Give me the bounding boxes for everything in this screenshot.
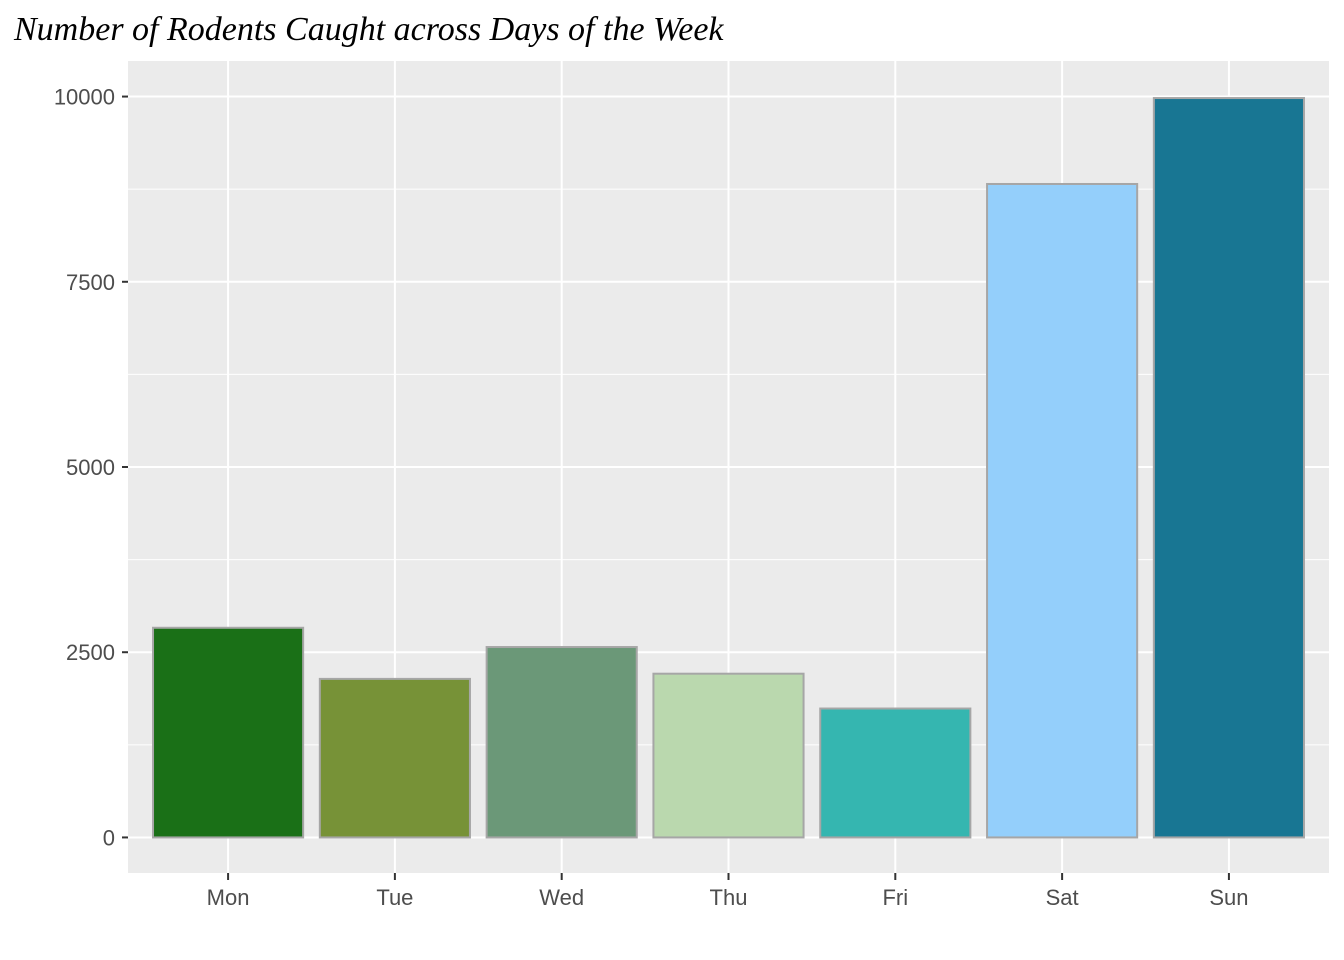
y-tick-label: 0	[103, 825, 115, 850]
x-tick-label: Sun	[1209, 885, 1248, 910]
y-tick-label: 2500	[66, 640, 115, 665]
bar-mon	[152, 626, 305, 839]
bars	[152, 97, 1305, 839]
bar-thu	[652, 672, 805, 839]
y-tick-label: 7500	[66, 270, 115, 295]
x-tick-label: Wed	[539, 885, 584, 910]
chart-title: Number of Rodents Caught across Days of …	[13, 11, 724, 48]
x-tick-label: Thu	[710, 885, 748, 910]
x-axis: Mon Tue Wed Thu Fri Sat Sun	[207, 873, 1248, 910]
x-tick-label: Sat	[1046, 885, 1079, 910]
bar-fri	[819, 707, 972, 839]
y-tick-label: 10000	[54, 85, 115, 110]
bar-wed	[485, 646, 638, 839]
bar-tue	[318, 677, 471, 839]
x-tick-label: Fri	[882, 885, 908, 910]
y-axis: 0 2500 5000 7500 10000	[54, 85, 128, 850]
y-tick-label: 5000	[66, 455, 115, 480]
x-tick-label: Mon	[207, 885, 250, 910]
bar-sun	[1152, 97, 1305, 839]
bar-sat	[986, 182, 1139, 839]
x-tick-label: Tue	[376, 885, 413, 910]
